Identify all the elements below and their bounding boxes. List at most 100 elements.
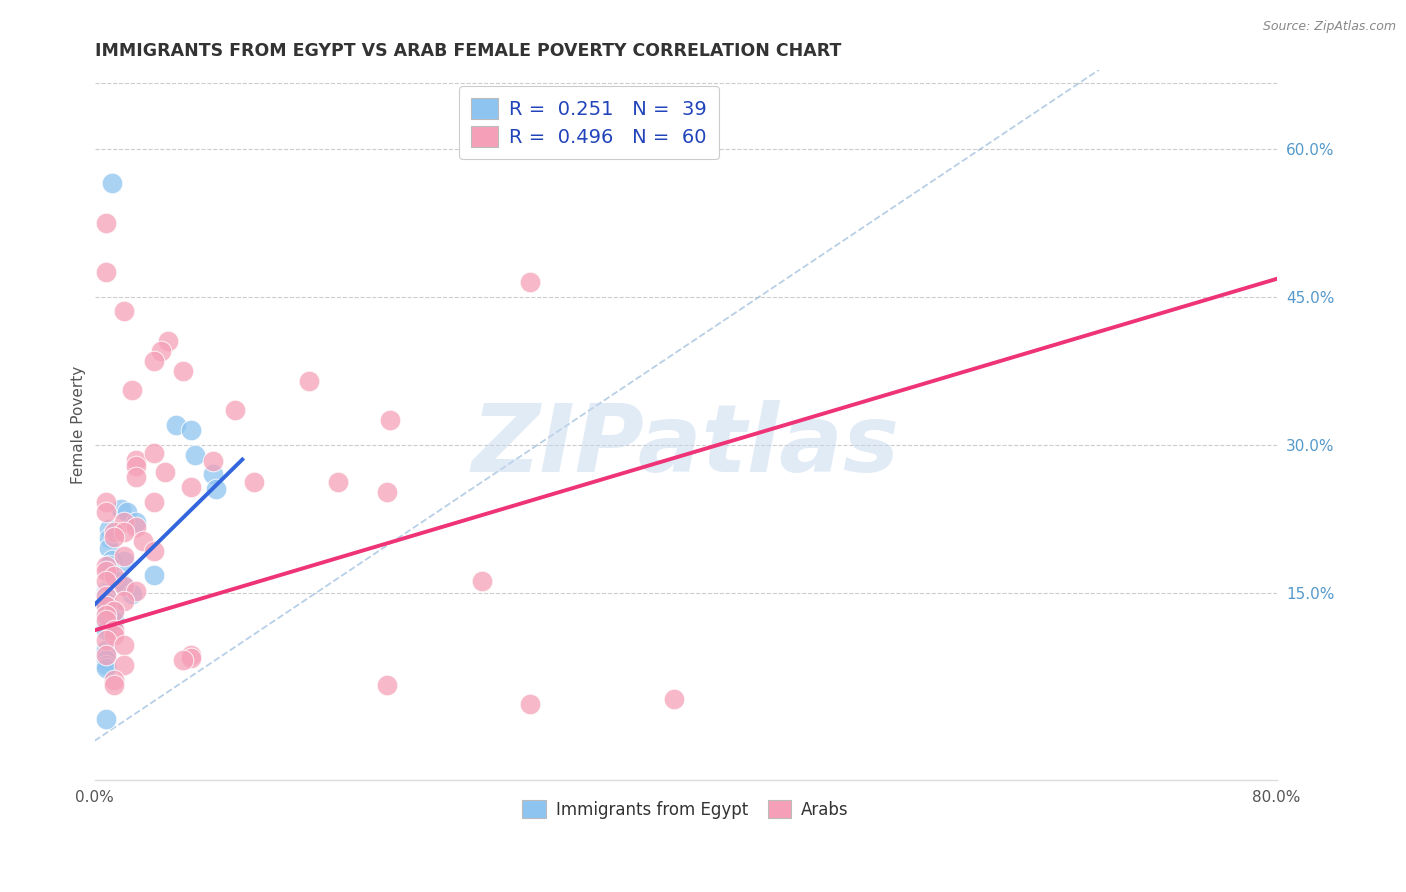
- Point: [112, 524, 135, 539]
- Point: [112, 515, 135, 529]
- Point: [471, 574, 494, 588]
- Point: [96, 614, 118, 628]
- Point: [180, 480, 202, 494]
- Point: [328, 475, 350, 490]
- Point: [112, 554, 135, 568]
- Y-axis label: Female Poverty: Female Poverty: [72, 366, 86, 484]
- Point: [375, 485, 398, 500]
- Point: [142, 568, 165, 582]
- Point: [112, 549, 135, 564]
- Point: [96, 583, 118, 598]
- Point: [121, 384, 143, 398]
- Point: [662, 692, 685, 706]
- Point: [96, 648, 118, 662]
- Point: [101, 553, 124, 567]
- Point: [103, 628, 125, 642]
- Point: [96, 661, 118, 675]
- Point: [98, 558, 121, 573]
- Point: [103, 677, 125, 691]
- Point: [142, 544, 165, 558]
- Point: [184, 448, 207, 462]
- Point: [172, 364, 194, 378]
- Point: [375, 677, 398, 691]
- Point: [96, 657, 118, 672]
- Text: IMMIGRANTS FROM EGYPT VS ARAB FEMALE POVERTY CORRELATION CHART: IMMIGRANTS FROM EGYPT VS ARAB FEMALE POV…: [94, 42, 841, 60]
- Point: [519, 275, 541, 289]
- Point: [96, 589, 118, 603]
- Point: [157, 334, 180, 348]
- Point: [103, 603, 125, 617]
- Point: [125, 583, 148, 598]
- Point: [103, 673, 125, 687]
- Point: [142, 495, 165, 509]
- Point: [150, 343, 173, 358]
- Point: [101, 176, 124, 190]
- Point: [204, 482, 226, 496]
- Point: [201, 454, 224, 468]
- Point: [96, 618, 118, 632]
- Point: [96, 712, 118, 726]
- Point: [112, 578, 135, 592]
- Point: [96, 633, 118, 648]
- Point: [165, 417, 187, 432]
- Point: [98, 541, 121, 556]
- Point: [378, 413, 401, 427]
- Point: [96, 598, 118, 612]
- Point: [96, 599, 118, 613]
- Point: [180, 423, 202, 437]
- Point: [103, 624, 125, 638]
- Text: Source: ZipAtlas.com: Source: ZipAtlas.com: [1263, 20, 1396, 33]
- Point: [96, 564, 118, 578]
- Point: [96, 586, 118, 600]
- Point: [121, 587, 143, 601]
- Point: [110, 501, 132, 516]
- Point: [98, 532, 121, 546]
- Point: [180, 651, 202, 665]
- Point: [112, 657, 135, 672]
- Point: [96, 495, 118, 509]
- Point: [96, 643, 118, 657]
- Point: [96, 614, 118, 628]
- Point: [112, 638, 135, 652]
- Point: [96, 265, 118, 279]
- Point: [125, 452, 148, 467]
- Point: [103, 615, 125, 629]
- Point: [112, 304, 135, 318]
- Point: [243, 475, 266, 490]
- Point: [96, 608, 118, 623]
- Point: [96, 590, 118, 604]
- Point: [142, 445, 165, 459]
- Point: [96, 653, 118, 667]
- Point: [103, 524, 125, 539]
- Point: [96, 608, 118, 623]
- Point: [105, 574, 128, 588]
- Point: [125, 459, 148, 474]
- Point: [132, 534, 155, 549]
- Point: [519, 698, 541, 712]
- Point: [125, 515, 148, 529]
- Legend: Immigrants from Egypt, Arabs: Immigrants from Egypt, Arabs: [516, 794, 855, 825]
- Point: [96, 559, 118, 574]
- Point: [125, 470, 148, 484]
- Point: [224, 403, 246, 417]
- Point: [115, 505, 138, 519]
- Point: [201, 467, 224, 482]
- Point: [96, 593, 118, 607]
- Point: [98, 522, 121, 536]
- Point: [103, 569, 125, 583]
- Point: [155, 466, 177, 480]
- Point: [112, 593, 135, 607]
- Point: [103, 529, 125, 543]
- Point: [96, 574, 118, 588]
- Point: [101, 603, 124, 617]
- Point: [96, 594, 118, 608]
- Point: [125, 519, 148, 533]
- Point: [142, 354, 165, 368]
- Point: [172, 653, 194, 667]
- Point: [96, 216, 118, 230]
- Point: [96, 624, 118, 638]
- Point: [98, 564, 121, 578]
- Point: [298, 374, 321, 388]
- Point: [112, 579, 135, 593]
- Point: [180, 648, 202, 662]
